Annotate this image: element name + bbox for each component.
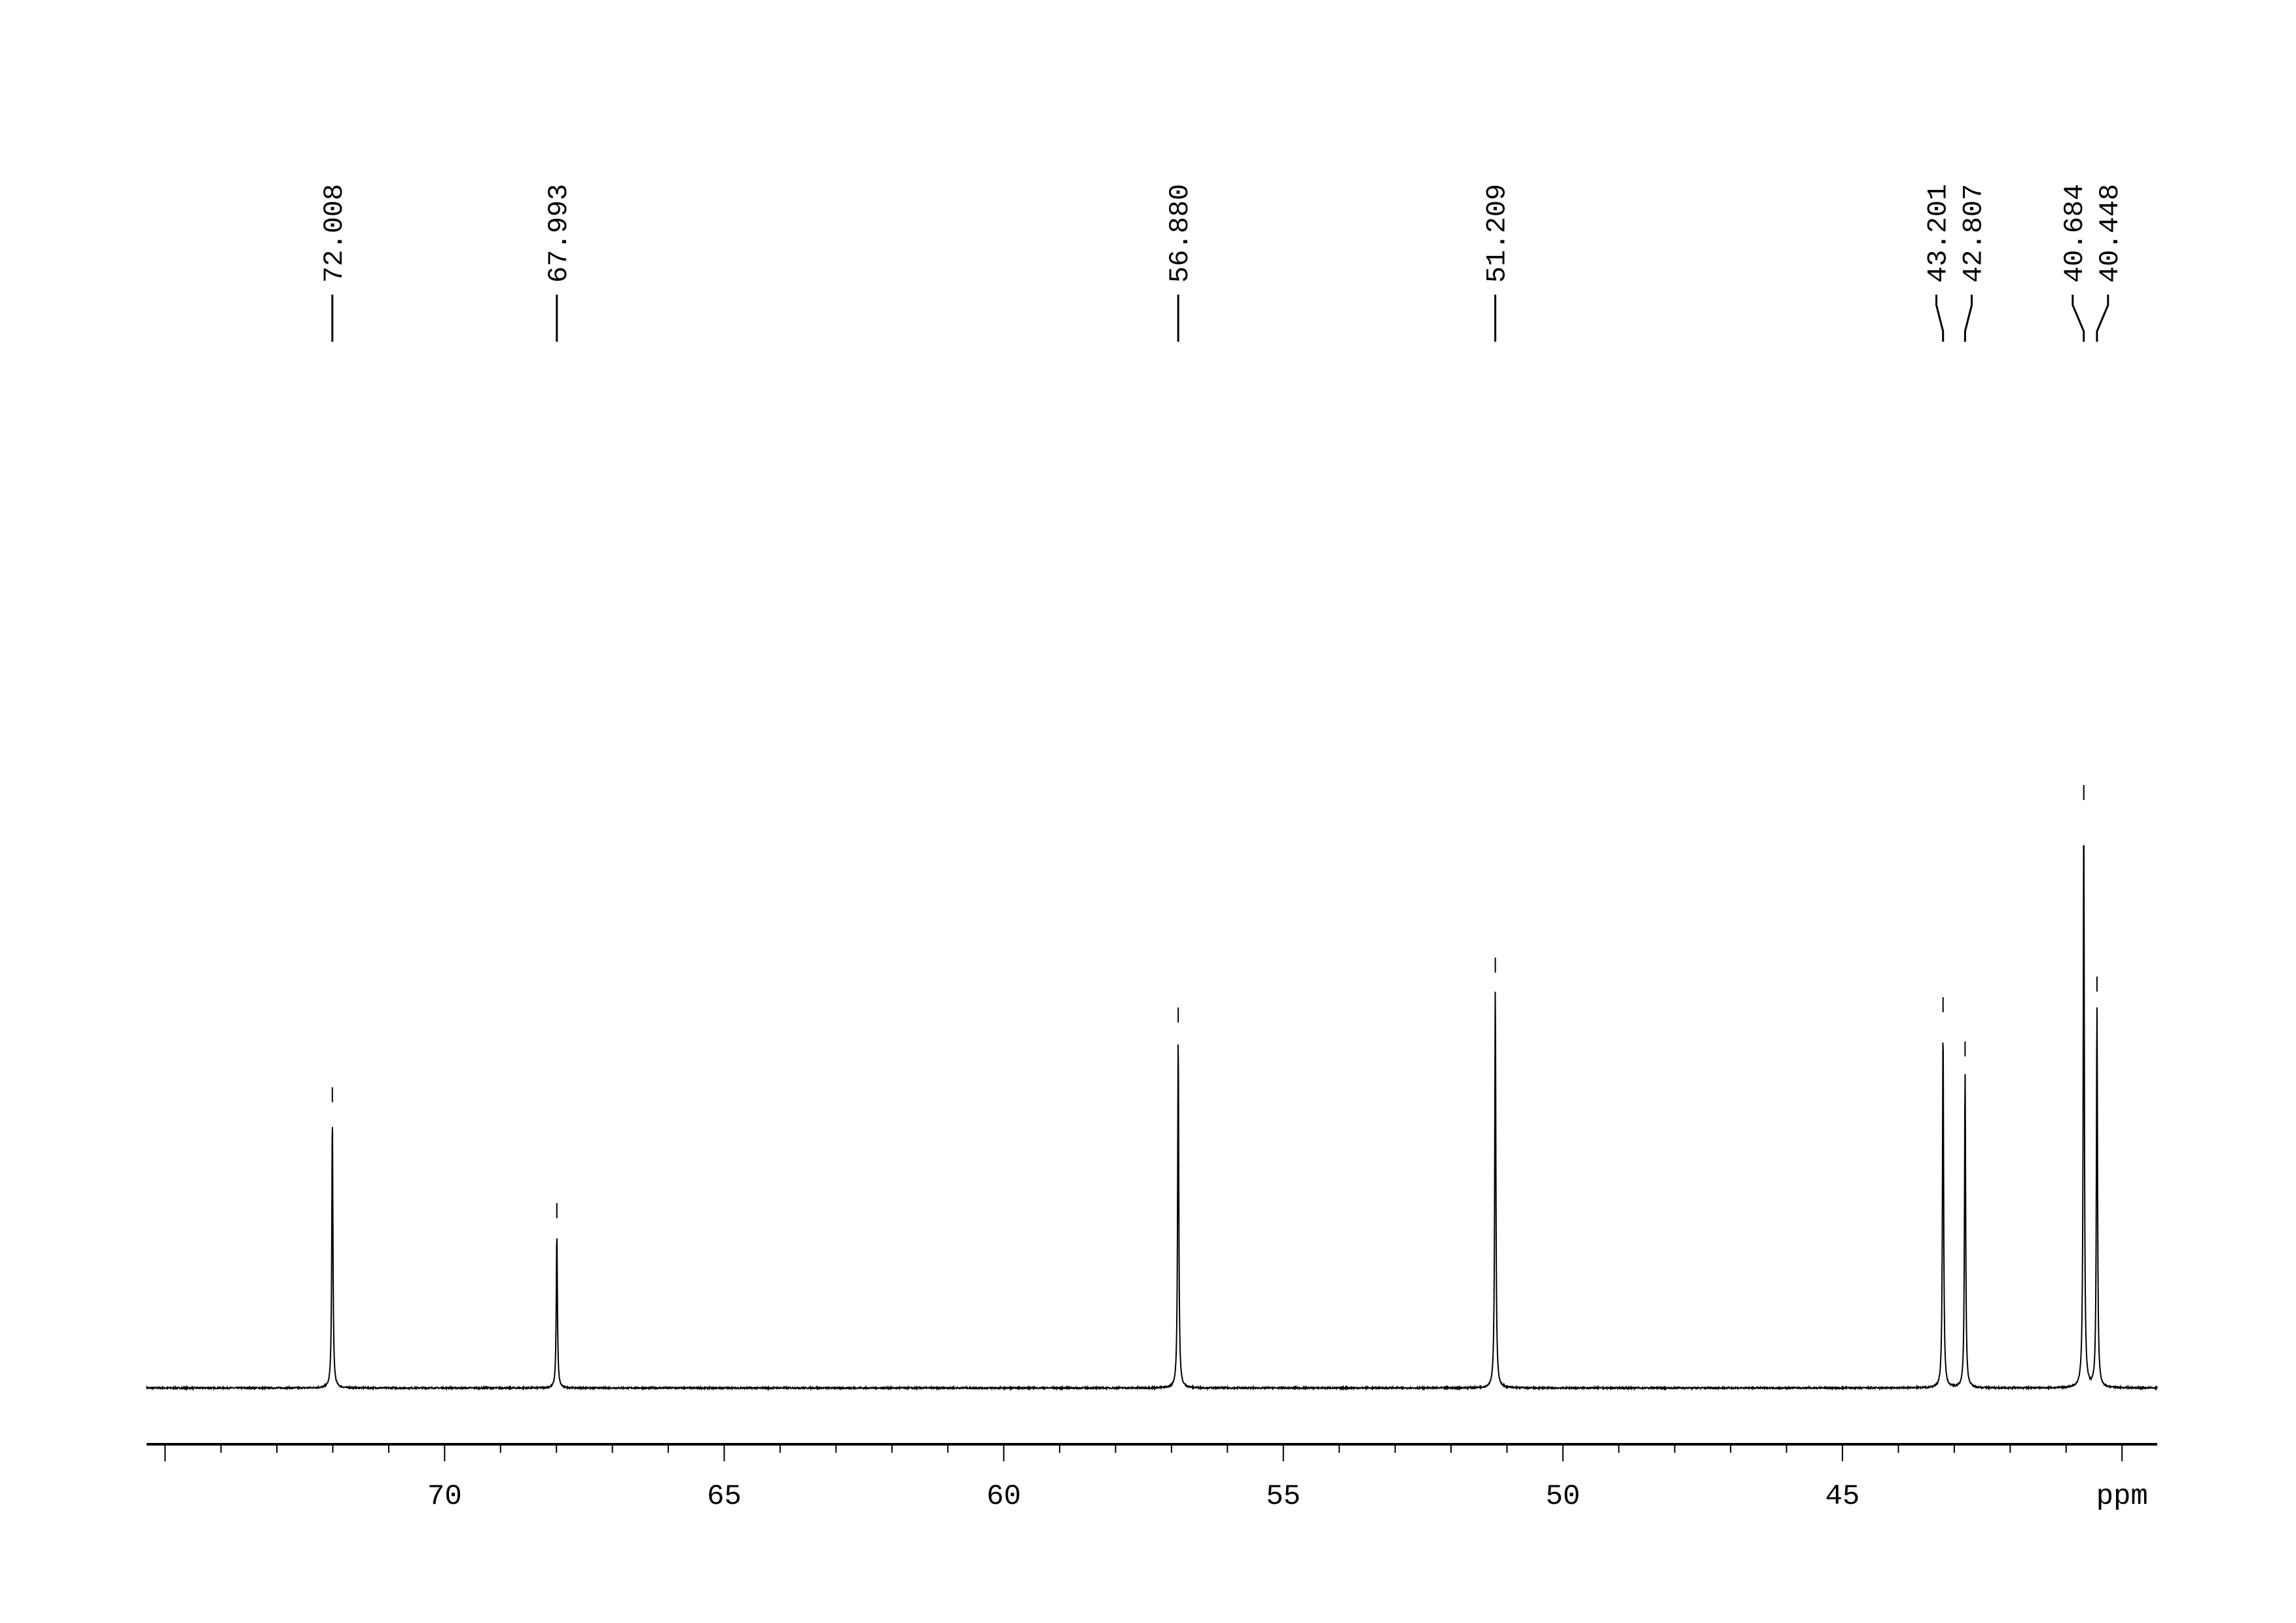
peak-label: 40.448 xyxy=(2094,184,2126,283)
peak-leader-line xyxy=(2096,295,2109,342)
peak-leader-line xyxy=(1964,295,1973,342)
peak-label: 42.807 xyxy=(1958,184,1990,283)
x-tick-label: 55 xyxy=(1266,1480,1300,1513)
x-tick-label: 50 xyxy=(1545,1480,1580,1513)
x-axis: 70 65 60 55 50 45 ppm xyxy=(147,1443,2157,1513)
peak-label: 51.209 xyxy=(1482,184,1513,283)
spectrum-trace xyxy=(146,845,2158,1391)
peak-label: 56.880 xyxy=(1164,184,1196,283)
x-tick-label: 65 xyxy=(707,1480,742,1513)
x-tick-label: 45 xyxy=(1825,1480,1860,1513)
peak-labels: 72.008 67.993 56.880 51.209 43.201 42.807 40.6… xyxy=(319,184,2126,342)
peak-leader-line xyxy=(2072,295,2085,342)
x-tick-label: 60 xyxy=(986,1480,1021,1513)
peak-label: 43.201 xyxy=(1923,184,1954,283)
spectrum-layer xyxy=(146,785,2158,1391)
peak-label: 40.684 xyxy=(2059,184,2090,283)
peak-label: 67.993 xyxy=(543,184,575,283)
peak-label: 72.008 xyxy=(319,184,350,283)
x-tick-label: 70 xyxy=(427,1480,462,1513)
x-axis-unit-label: ppm xyxy=(2096,1480,2148,1513)
peak-leader-line xyxy=(1935,295,1945,342)
